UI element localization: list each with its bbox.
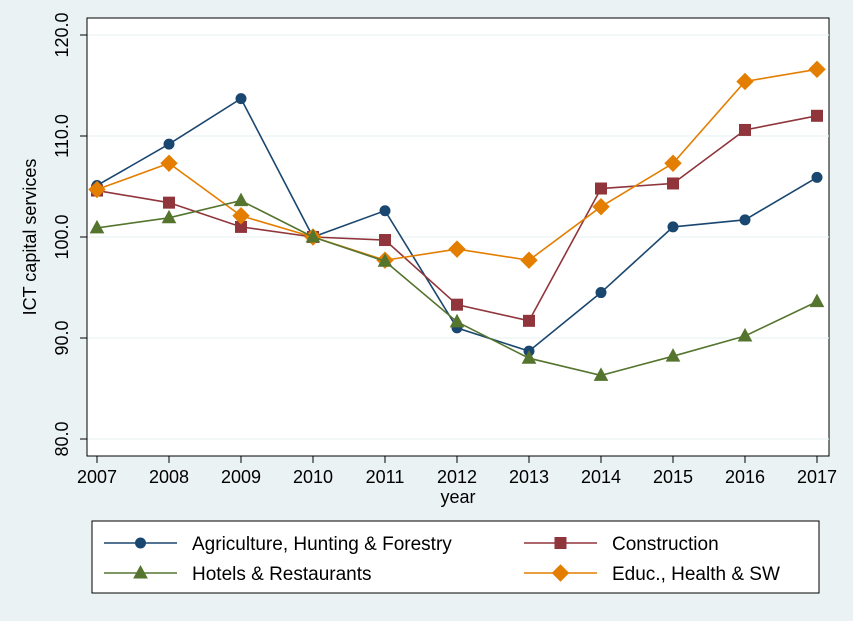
- x-axis-label: year: [440, 487, 475, 507]
- data-point: [448, 240, 466, 258]
- data-point: [233, 192, 249, 207]
- data-point: [737, 327, 753, 342]
- x-tick-label: 2015: [653, 467, 693, 487]
- x-tick-label: 2012: [437, 467, 477, 487]
- x-tick-label: 2009: [221, 467, 261, 487]
- x-tick-label: 2013: [509, 467, 549, 487]
- legend-item: Educ., Health & SW: [524, 564, 780, 585]
- data-point: [664, 154, 682, 172]
- y-tick-label: 100.0: [52, 214, 72, 259]
- data-point: [163, 138, 175, 150]
- data-point: [449, 313, 465, 328]
- data-point: [593, 367, 609, 381]
- data-point: [809, 293, 825, 308]
- data-point: [521, 350, 537, 364]
- legend-marker: [135, 537, 146, 549]
- legend-item: Hotels & Restaurants: [104, 564, 372, 585]
- legend-item: Agriculture, Hunting & Forestry: [104, 534, 452, 555]
- legend-label: Construction: [612, 534, 719, 555]
- data-point: [451, 298, 463, 311]
- y-tick-label: 120.0: [52, 12, 72, 57]
- data-point: [160, 154, 178, 172]
- legend-marker: [133, 564, 148, 579]
- data-point: [811, 109, 823, 122]
- x-tick-label: 2017: [797, 467, 837, 487]
- legend-label: Hotels & Restaurants: [192, 564, 372, 585]
- data-point: [377, 253, 393, 267]
- legend-item: Construction: [524, 534, 719, 555]
- legend-marker: [554, 537, 567, 549]
- data-point: [739, 214, 751, 226]
- data-point: [592, 197, 610, 216]
- series-2: [91, 109, 823, 327]
- data-point: [235, 93, 247, 105]
- y-tick-label: 80.0: [52, 421, 72, 456]
- x-tick-label: 2010: [293, 467, 333, 487]
- y-tick-label: 90.0: [52, 320, 72, 355]
- y-axis: 80.0 90.0 100.0 110.0 120.0: [52, 12, 88, 457]
- x-axis: 2007 2008 2009 2010 2011 2012 2013 2014 2015 2016…: [77, 455, 837, 487]
- data-point: [736, 72, 754, 91]
- data-point: [665, 348, 681, 362]
- data-point: [739, 123, 751, 136]
- data-point: [379, 234, 391, 247]
- x-tick-label: 2016: [725, 467, 765, 487]
- series-3: [89, 192, 825, 381]
- data-point: [161, 209, 177, 224]
- legend-box: [91, 520, 820, 594]
- series-4: [88, 60, 826, 269]
- legend-marker: [551, 564, 570, 582]
- series-layer: [88, 60, 826, 381]
- data-point: [305, 228, 321, 243]
- data-point: [808, 60, 826, 79]
- x-tick-label: 2011: [366, 467, 405, 487]
- x-tick-label: 2008: [149, 467, 189, 487]
- data-point: [163, 196, 175, 209]
- data-point: [667, 177, 679, 190]
- data-point: [523, 314, 535, 327]
- x-tick-label: 2014: [581, 467, 621, 487]
- data-point: [88, 180, 106, 199]
- data-point: [232, 207, 250, 225]
- data-point: [595, 287, 607, 299]
- y-axis-label: ICT capital services: [20, 159, 40, 316]
- data-point: [520, 251, 538, 269]
- legend: Agriculture, Hunting & Forestry Construct…: [104, 534, 780, 585]
- data-point: [667, 221, 679, 233]
- data-point: [811, 171, 823, 183]
- gridlines: [87, 34, 829, 440]
- data-point: [379, 205, 391, 217]
- data-point: [89, 219, 105, 234]
- legend-label: Educ., Health & SW: [612, 564, 780, 585]
- y-tick-label: 110.0: [52, 114, 72, 158]
- x-tick-label: 2007: [77, 467, 117, 487]
- data-point: [595, 182, 607, 195]
- legend-label: Agriculture, Hunting & Forestry: [192, 534, 452, 555]
